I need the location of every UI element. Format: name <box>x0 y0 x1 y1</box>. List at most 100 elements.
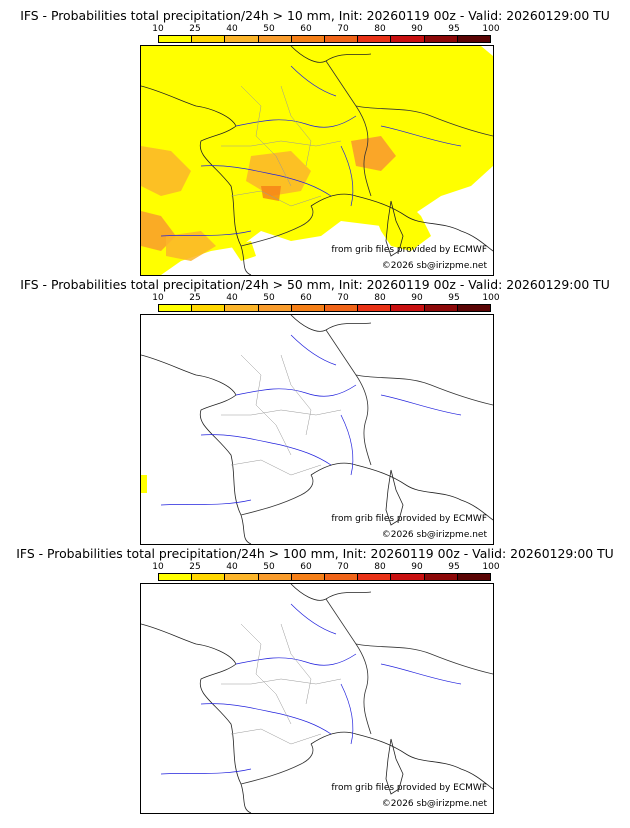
legend-color-bar <box>158 35 491 43</box>
legend-swatch <box>159 305 193 311</box>
legend-swatch <box>358 574 392 580</box>
legend-tick-label: 80 <box>374 293 386 303</box>
legend-tick-label: 100 <box>482 24 500 34</box>
legend-swatch <box>258 574 292 580</box>
precip-yellow-layer <box>141 475 147 493</box>
legend-tick-label: 90 <box>411 562 423 572</box>
legend-swatch <box>225 305 259 311</box>
legend-tick-label: 100 <box>482 562 500 572</box>
map-svg <box>141 46 493 275</box>
legend-tick-label: 40 <box>226 24 238 34</box>
map-area[interactable]: from grib files provided by ECMWF ©2026 … <box>140 45 494 276</box>
probability-legend: 10 25 40 50 60 70 80 90 95 100 <box>152 562 500 582</box>
legend-swatch <box>192 305 226 311</box>
legend-swatch <box>225 574 259 580</box>
legend-swatch <box>424 36 458 42</box>
legend-swatch <box>258 36 292 42</box>
legend-color-bar <box>158 304 491 312</box>
legend-swatch <box>358 36 392 42</box>
legend-swatch <box>258 305 292 311</box>
rivers <box>160 603 462 775</box>
legend-swatch <box>457 36 491 42</box>
legend-labels: 10 25 40 50 60 70 80 90 95 100 <box>152 562 499 572</box>
copyright-credit: ©2026 sb@irizpme.net <box>381 530 487 540</box>
panel-title: IFS - Probabilities total precipitation/… <box>20 8 610 23</box>
department-lines <box>221 85 342 207</box>
legend-color-bar <box>158 573 491 581</box>
probability-legend: 10 25 40 50 60 70 80 90 95 100 <box>152 293 500 313</box>
legend-tick-label: 90 <box>411 24 423 34</box>
legend-swatch <box>325 305 359 311</box>
legend-swatch <box>291 574 326 580</box>
panel-title: IFS - Probabilities total precipitation/… <box>20 277 610 292</box>
legend-labels: 10 25 40 50 60 70 80 90 95 100 <box>152 24 499 34</box>
legend-tick-label: 50 <box>263 24 275 34</box>
source-credit: from grib files provided by ECMWF <box>331 514 487 524</box>
legend-tick-label: 90 <box>411 293 423 303</box>
legend-swatch <box>225 36 259 42</box>
country-borders <box>240 329 493 516</box>
legend-tick-label: 10 <box>152 293 164 303</box>
legend-tick-label: 25 <box>189 562 201 572</box>
copyright-credit: ©2026 sb@irizpme.net <box>381 261 487 271</box>
legend-swatch <box>159 36 193 42</box>
legend-swatch <box>192 574 226 580</box>
legend-tick-label: 80 <box>374 24 386 34</box>
legend-swatch <box>457 305 491 311</box>
legend-tick-label: 80 <box>374 562 386 572</box>
legend-tick-label: 60 <box>300 293 312 303</box>
source-credit: from grib files provided by ECMWF <box>331 783 487 793</box>
legend-tick-label: 95 <box>448 24 460 34</box>
legend-tick-label: 60 <box>300 562 312 572</box>
legend-tick-label: 25 <box>189 293 201 303</box>
legend-swatch <box>325 36 359 42</box>
legend-tick-label: 50 <box>263 562 275 572</box>
legend-swatch <box>391 574 425 580</box>
department-lines <box>221 354 342 476</box>
legend-labels: 10 25 40 50 60 70 80 90 95 100 <box>152 293 499 303</box>
legend-tick-label: 40 <box>226 562 238 572</box>
country-borders <box>240 598 493 785</box>
legend-swatch <box>358 305 392 311</box>
map-panel-50mm: IFS - Probabilities total precipitation/… <box>0 277 630 547</box>
legend-swatch <box>391 305 425 311</box>
legend-swatch <box>424 574 458 580</box>
legend-tick-label: 10 <box>152 562 164 572</box>
legend-swatch <box>424 305 458 311</box>
legend-swatch <box>291 305 326 311</box>
legend-tick-label: 95 <box>448 293 460 303</box>
panel-title: IFS - Probabilities total precipitation/… <box>16 546 614 561</box>
map-panel-10mm: IFS - Probabilities total precipitation/… <box>0 8 630 278</box>
source-credit: from grib files provided by ECMWF <box>331 245 487 255</box>
legend-tick-label: 95 <box>448 562 460 572</box>
coastline <box>141 315 493 544</box>
coastline <box>141 584 493 813</box>
legend-tick-label: 60 <box>300 24 312 34</box>
legend-swatch <box>159 574 193 580</box>
legend-tick-label: 50 <box>263 293 275 303</box>
legend-swatch <box>391 36 425 42</box>
map-svg <box>141 315 493 544</box>
legend-tick-label: 40 <box>226 293 238 303</box>
country-borders <box>240 60 493 247</box>
department-lines <box>221 623 342 745</box>
legend-swatch <box>291 36 326 42</box>
map-area[interactable]: from grib files provided by ECMWF ©2026 … <box>140 583 494 814</box>
map-panel-100mm: IFS - Probabilities total precipitation/… <box>0 546 630 816</box>
map-area[interactable]: from grib files provided by ECMWF ©2026 … <box>140 314 494 545</box>
legend-tick-label: 70 <box>337 562 349 572</box>
copyright-credit: ©2026 sb@irizpme.net <box>381 799 487 809</box>
legend-tick-label: 10 <box>152 24 164 34</box>
legend-tick-label: 70 <box>337 293 349 303</box>
legend-swatch <box>457 574 491 580</box>
legend-swatch <box>192 36 226 42</box>
map-svg <box>141 584 493 813</box>
probability-legend: 10 25 40 50 60 70 80 90 95 100 <box>152 24 500 44</box>
rivers <box>160 334 462 506</box>
legend-tick-label: 25 <box>189 24 201 34</box>
legend-swatch <box>325 574 359 580</box>
precip-orange-layer <box>141 136 396 261</box>
rivers <box>160 65 462 237</box>
legend-tick-label: 100 <box>482 293 500 303</box>
legend-tick-label: 70 <box>337 24 349 34</box>
